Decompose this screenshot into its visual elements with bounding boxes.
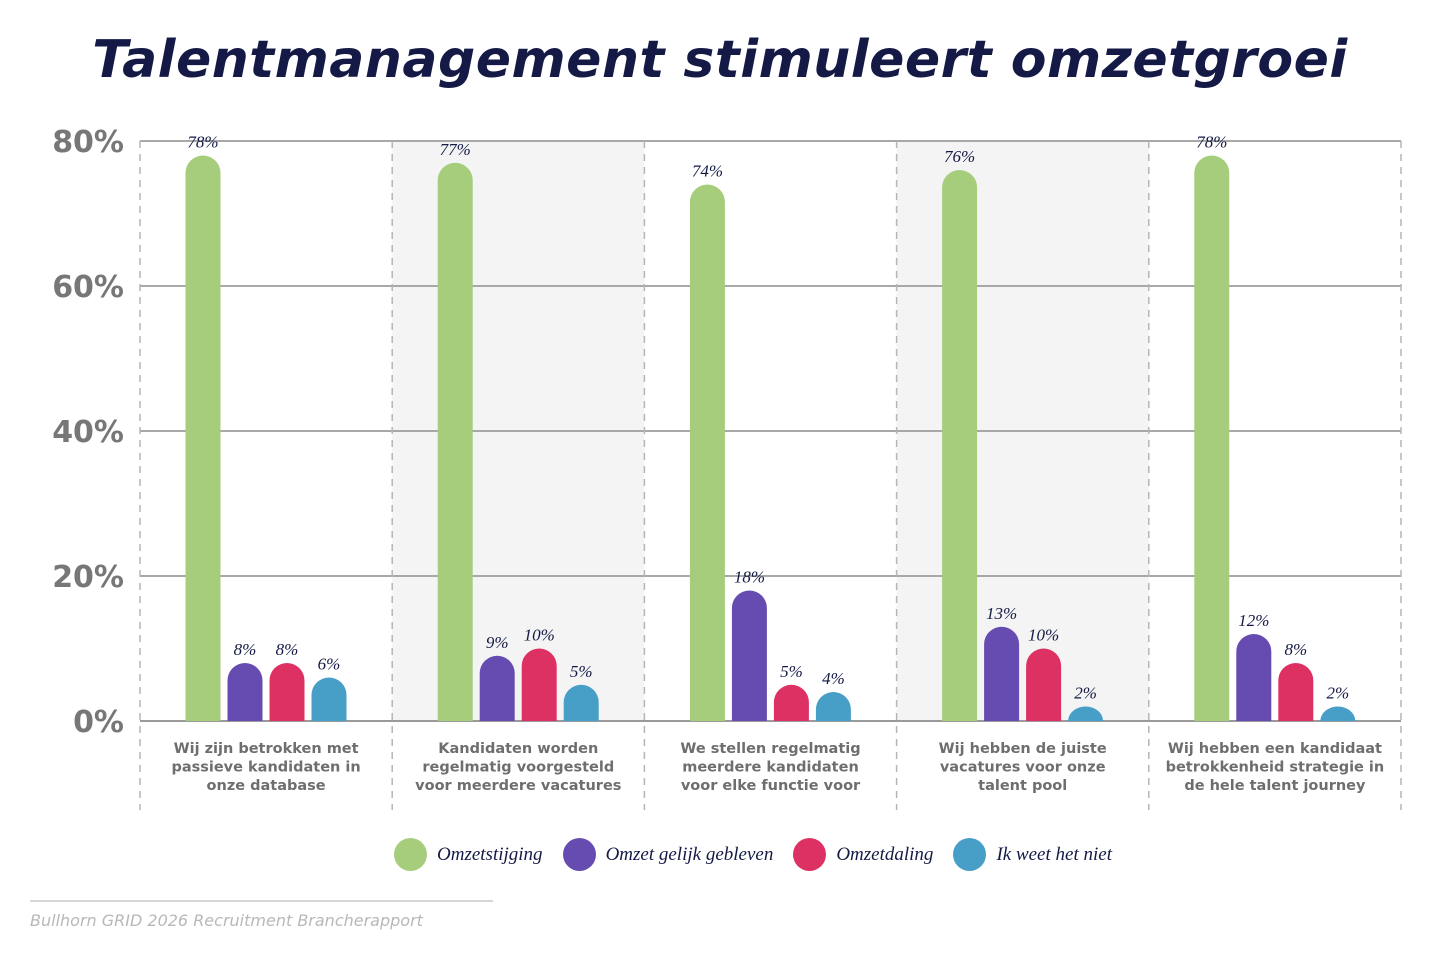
- data-label: 78%: [187, 133, 218, 152]
- footer-divider: [30, 900, 493, 902]
- category-label: Kandidaten worden: [438, 741, 598, 757]
- category-label: We stellen regelmatig: [680, 741, 860, 757]
- bar: [773, 684, 809, 721]
- data-label: 18%: [734, 568, 765, 587]
- data-label: 12%: [1238, 611, 1269, 630]
- data-label: 8%: [234, 640, 257, 659]
- bar: [1320, 706, 1356, 721]
- y-tick-label: 60%: [52, 270, 124, 305]
- y-tick-label: 20%: [52, 560, 124, 595]
- data-label: 74%: [692, 162, 723, 181]
- bar: [1278, 663, 1314, 721]
- bar-chart: 0% 20% 40% 60% 80% 78% 8% 8% 6% Wij zijn betrokke…: [52, 125, 1402, 810]
- legend-swatch: [953, 838, 987, 871]
- bar: [311, 677, 347, 721]
- legend: Omzetstijging Omzet gelijk gebleven Omze…: [394, 838, 1132, 871]
- data-label: 78%: [1196, 133, 1227, 152]
- data-label: 5%: [570, 662, 593, 681]
- category-label: voor elke functie voor: [681, 778, 861, 794]
- bar: [1236, 634, 1272, 721]
- legend-label: Omzetstijging: [437, 843, 543, 865]
- bar: [227, 663, 263, 721]
- category-label: Wij hebben de juiste: [939, 741, 1107, 757]
- category-label: regelmatig voorgesteld: [422, 760, 614, 776]
- category-label: voor meerdere vacatures: [415, 778, 621, 794]
- data-label: 4%: [822, 669, 845, 688]
- category-label: de hele talent journey: [1184, 778, 1366, 794]
- bar: [942, 170, 978, 721]
- data-label: 77%: [440, 140, 471, 159]
- bar: [479, 655, 515, 721]
- bar: [437, 162, 473, 721]
- data-label: 8%: [276, 640, 299, 659]
- source-note: Bullhorn GRID 2026 Recruitment Branchera…: [30, 911, 423, 930]
- bar: [689, 184, 725, 721]
- data-label: 5%: [780, 662, 803, 681]
- bar: [731, 590, 767, 721]
- data-label: 10%: [524, 626, 555, 645]
- category-label: Wij zijn betrokken met: [174, 741, 359, 757]
- data-label: 13%: [986, 604, 1017, 623]
- bar: [984, 626, 1020, 721]
- legend-swatch: [562, 838, 596, 871]
- legend-item-weet-niet: Ik weet het niet: [953, 838, 1112, 871]
- data-label: 6%: [318, 655, 341, 674]
- data-label: 10%: [1028, 626, 1059, 645]
- data-label: 8%: [1284, 640, 1307, 659]
- category-label: betrokkenheid strategie in: [1166, 760, 1385, 776]
- legend-item-omzetdaling: Omzetdaling: [793, 838, 933, 871]
- legend-item-omzet-gelijk: Omzet gelijk gebleven: [562, 838, 774, 871]
- bar: [1068, 706, 1104, 721]
- category-label: onze database: [207, 778, 326, 794]
- y-tick-label: 40%: [52, 415, 124, 450]
- bar: [185, 155, 221, 721]
- data-label: 2%: [1326, 684, 1349, 703]
- legend-label: Omzetdaling: [836, 843, 934, 865]
- category-label: vacatures voor onze: [940, 760, 1106, 776]
- bar: [521, 648, 557, 721]
- legend-label: Omzet gelijk gebleven: [605, 843, 774, 865]
- y-tick-label: 0%: [73, 705, 124, 740]
- data-label: 9%: [486, 633, 509, 652]
- bar: [1026, 648, 1062, 721]
- legend-swatch: [394, 838, 427, 871]
- bar: [269, 663, 305, 721]
- legend-swatch: [793, 838, 827, 871]
- y-tick-label: 80%: [52, 125, 124, 160]
- bar: [563, 684, 599, 721]
- data-label: 2%: [1074, 684, 1097, 703]
- bar: [815, 692, 851, 721]
- category-label: talent pool: [978, 778, 1067, 794]
- data-label: 76%: [944, 147, 975, 166]
- category-label: meerdere kandidaten: [682, 760, 859, 776]
- category-label: passieve kandidaten in: [171, 760, 360, 776]
- chart-title: Talentmanagement stimuleert omzetgroei: [92, 30, 1348, 90]
- bar: [1194, 155, 1230, 721]
- category-label: Wij hebben een kandidaat: [1168, 741, 1382, 757]
- legend-label: Ik weet het niet: [996, 843, 1112, 865]
- legend-item-omzetstijging: Omzetstijging: [394, 838, 543, 871]
